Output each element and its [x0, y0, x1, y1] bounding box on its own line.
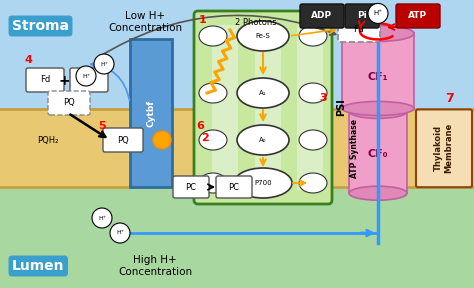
- Ellipse shape: [299, 130, 327, 150]
- FancyBboxPatch shape: [70, 68, 108, 92]
- Text: CF₀: CF₀: [368, 149, 388, 159]
- FancyBboxPatch shape: [345, 4, 379, 28]
- Ellipse shape: [299, 26, 327, 46]
- Ellipse shape: [299, 173, 327, 193]
- Text: ATP: ATP: [409, 12, 428, 20]
- Text: PQ: PQ: [63, 98, 75, 107]
- Text: PC: PC: [228, 183, 239, 192]
- Text: PSI: PSI: [336, 98, 346, 116]
- Text: CF₁: CF₁: [368, 73, 388, 82]
- Text: 2 Photons: 2 Photons: [235, 18, 277, 27]
- Text: H⁺: H⁺: [98, 215, 106, 221]
- Ellipse shape: [349, 105, 407, 118]
- Bar: [297, 25, 323, 190]
- Ellipse shape: [342, 25, 414, 41]
- Text: Low H+
Concentration: Low H+ Concentration: [108, 11, 182, 33]
- Text: Pi: Pi: [357, 12, 367, 20]
- Text: 6: 6: [196, 121, 204, 131]
- Circle shape: [110, 223, 130, 243]
- Text: 1: 1: [199, 15, 207, 25]
- FancyBboxPatch shape: [103, 128, 143, 152]
- Text: 5: 5: [98, 121, 106, 131]
- Ellipse shape: [349, 186, 407, 200]
- Text: +: +: [58, 74, 70, 88]
- Ellipse shape: [237, 21, 289, 51]
- Bar: [130, 39, 172, 187]
- FancyBboxPatch shape: [173, 176, 209, 198]
- Ellipse shape: [199, 26, 227, 46]
- Text: Fd: Fd: [40, 75, 50, 84]
- Bar: [255, 25, 281, 190]
- Bar: [0, 0, 474, 130]
- Text: ATP Synthase: ATP Synthase: [350, 119, 359, 178]
- FancyBboxPatch shape: [300, 4, 344, 28]
- Bar: [212, 25, 238, 190]
- Bar: [342, 33, 414, 109]
- Ellipse shape: [299, 83, 327, 103]
- Bar: [0, 109, 474, 187]
- Text: H⁺: H⁺: [374, 10, 383, 16]
- Ellipse shape: [342, 101, 414, 115]
- Bar: [0, 187, 474, 288]
- FancyBboxPatch shape: [416, 109, 472, 187]
- Text: PQ: PQ: [117, 135, 129, 145]
- FancyBboxPatch shape: [396, 4, 440, 28]
- Text: ADP: ADP: [311, 12, 333, 20]
- Ellipse shape: [199, 83, 227, 103]
- FancyBboxPatch shape: [338, 16, 380, 42]
- Circle shape: [76, 66, 96, 86]
- FancyBboxPatch shape: [194, 11, 332, 204]
- Text: A₁: A₁: [259, 90, 267, 96]
- Text: 3: 3: [319, 93, 327, 103]
- Text: H⁺: H⁺: [116, 230, 124, 236]
- Text: Lumen: Lumen: [12, 259, 64, 273]
- FancyBboxPatch shape: [216, 176, 252, 198]
- Circle shape: [92, 208, 112, 228]
- Ellipse shape: [199, 130, 227, 150]
- Text: PC: PC: [185, 183, 197, 192]
- Text: High H+
Concentration: High H+ Concentration: [118, 255, 192, 277]
- Text: H⁺: H⁺: [100, 62, 108, 67]
- Text: 4: 4: [24, 55, 32, 65]
- FancyBboxPatch shape: [26, 68, 64, 92]
- Text: 2: 2: [201, 133, 209, 143]
- Ellipse shape: [199, 173, 227, 193]
- FancyBboxPatch shape: [48, 91, 90, 115]
- Text: 7: 7: [446, 92, 455, 105]
- Text: PQH₂: PQH₂: [37, 135, 59, 145]
- Bar: [349, 111, 407, 193]
- Circle shape: [153, 131, 171, 149]
- Text: Fd: Fd: [84, 75, 94, 84]
- Ellipse shape: [237, 125, 289, 155]
- Circle shape: [368, 3, 388, 23]
- Circle shape: [94, 54, 114, 74]
- Text: P700: P700: [254, 180, 272, 186]
- Ellipse shape: [237, 78, 289, 108]
- Text: Fd: Fd: [354, 24, 365, 33]
- Text: Cytbf: Cytbf: [146, 100, 155, 127]
- Ellipse shape: [234, 168, 292, 198]
- Text: Stroma: Stroma: [12, 19, 69, 33]
- Text: Thylakoid
Membrane: Thylakoid Membrane: [434, 123, 454, 173]
- Text: H⁺: H⁺: [82, 73, 90, 79]
- Text: Fe-S: Fe-S: [255, 33, 270, 39]
- Text: A₀: A₀: [259, 137, 267, 143]
